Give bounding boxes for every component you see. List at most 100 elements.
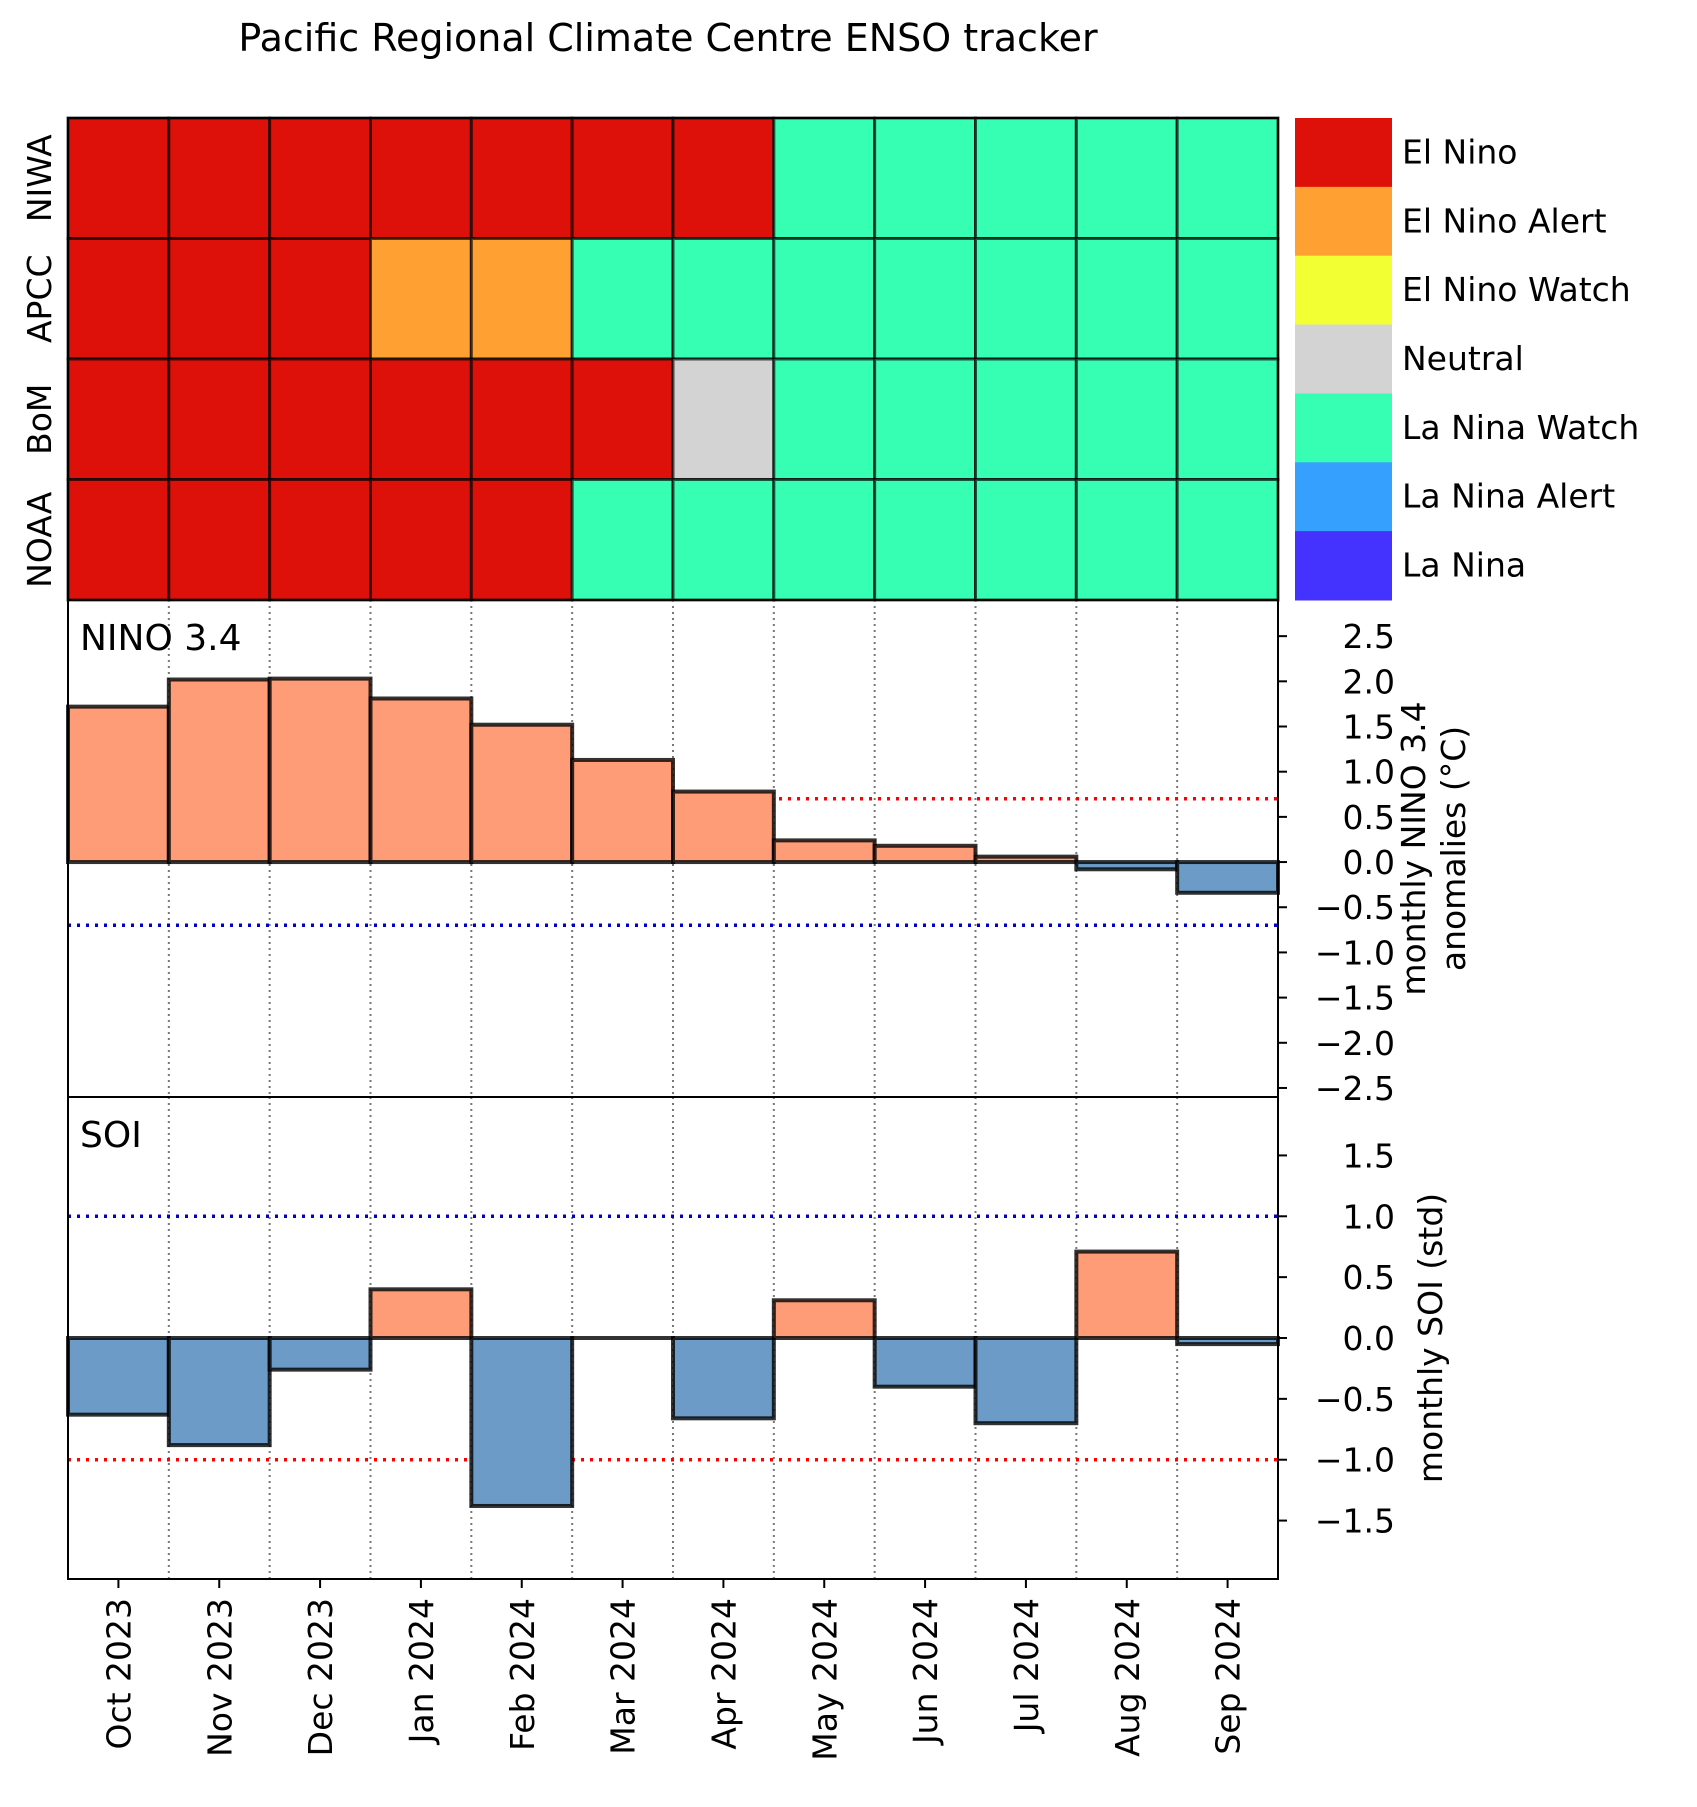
heatmap-cell-apcc-3 <box>268 237 372 361</box>
soi-bar-5 <box>469 1336 575 1508</box>
heatmap-cell-noaa-12 <box>1175 478 1280 602</box>
heatmap-cell-bom-4 <box>369 357 473 481</box>
heatmap-cell-noaa-11 <box>1074 478 1179 602</box>
heatmap-cell-noaa-3 <box>268 478 372 602</box>
nino34-bar-1 <box>66 704 171 865</box>
heatmap-cell-apcc-8 <box>772 237 877 361</box>
heatmap-cell-niwa-12 <box>1175 116 1280 240</box>
soi-bar-1 <box>66 1336 171 1417</box>
heatmap-cell-apcc-2 <box>167 237 272 361</box>
legend-swatch-el-nino <box>1295 118 1392 188</box>
heatmap-cell-niwa-6 <box>570 116 675 240</box>
soi-axis-title-line-1: monthly SOI (std) <box>1411 1193 1450 1483</box>
nino34-ytick-label-8: −1.5 <box>1315 979 1395 1018</box>
heatmap-cell-noaa-7 <box>671 478 776 602</box>
legend-label-la-nina: La Nina <box>1402 546 1526 585</box>
chart-title: Pacific Regional Climate Centre ENSO tra… <box>238 16 1098 60</box>
month-label-8: May 2024 <box>805 1598 844 1761</box>
soi-ytick-label-5: −1.0 <box>1315 1441 1395 1480</box>
nino34-ytick-label-6: −0.5 <box>1315 888 1395 927</box>
nino34-axis-title-line-1: monthly NINO 3.4 <box>1394 701 1433 995</box>
heatmap-cell-niwa-10 <box>974 116 1078 240</box>
heatmap-cell-apcc-9 <box>873 237 978 361</box>
nino34-axis-title-line-2: anomalies (°C) <box>1434 726 1473 971</box>
heatmap-cell-apcc-12 <box>1175 237 1280 361</box>
soi-ytick-label-1: 1.0 <box>1343 1197 1395 1236</box>
soi-panel-label: SOI <box>80 1115 142 1156</box>
nino34-bar-7 <box>671 789 776 865</box>
month-label-10: Jul 2024 <box>1007 1598 1046 1734</box>
nino34-bar-12 <box>1175 860 1280 895</box>
nino34-bar-3 <box>267 676 373 865</box>
month-label-3: Dec 2023 <box>301 1598 340 1756</box>
legend-label-el-nino: El Nino <box>1402 132 1517 171</box>
nino34-ytick-label-2: 1.5 <box>1343 708 1395 747</box>
month-label-12: Sep 2024 <box>1209 1598 1248 1755</box>
heatmap-cell-noaa-10 <box>974 478 1078 602</box>
heatmap-cell-apcc-6 <box>570 237 675 361</box>
heatmap-cell-bom-1 <box>66 357 171 481</box>
month-label-6: Mar 2024 <box>604 1598 643 1755</box>
nino34-bar-5 <box>469 722 575 865</box>
heatmap-legend: El Nino El Nino Alert El Nino Watch Neutral… <box>1295 118 1639 601</box>
soi-bar-9 <box>872 1336 978 1389</box>
nino34-bar-8 <box>771 838 877 865</box>
nino34-bar-6 <box>570 757 676 865</box>
legend-swatch-neutral <box>1295 324 1392 394</box>
nino34-bar-4 <box>368 696 474 865</box>
nino34-ytick-label-7: −1.0 <box>1315 933 1395 972</box>
soi-bar-12 <box>1175 1336 1280 1347</box>
soi-ytick-label-6: −1.5 <box>1315 1502 1395 1541</box>
month-label-9: Jun 2024 <box>906 1598 945 1746</box>
nino34-bar-9 <box>872 843 978 865</box>
nino34-ytick-label-4: 0.5 <box>1343 798 1395 837</box>
month-label-4: Jan 2024 <box>402 1598 441 1745</box>
nino34-bar-10 <box>973 854 1079 865</box>
heatmap-cell-apcc-10 <box>974 237 1078 361</box>
soi-bar-panel: SOI 1.5 1.0 0.5 0.0 −0.5 −1.0 −1.5 monthly SOI (… <box>66 1096 1450 1580</box>
heatmap-cell-noaa-5 <box>469 478 574 602</box>
soi-ytick-label-3: 0.0 <box>1343 1319 1395 1358</box>
nino34-ytick-label-5: 0.0 <box>1343 843 1395 882</box>
heatmap-cell-niwa-3 <box>268 116 372 240</box>
legend-label-la-nina-alert: La Nina Alert <box>1402 477 1615 516</box>
soi-ytick-label-2: 0.5 <box>1343 1258 1395 1297</box>
nino34-ytick-label-0: 2.5 <box>1343 617 1395 656</box>
nino34-ytick-label-3: 1.0 <box>1343 753 1395 792</box>
month-label-2: Nov 2023 <box>200 1598 239 1757</box>
nino34-ytick-label-1: 2.0 <box>1343 662 1395 701</box>
heatmap-cell-niwa-9 <box>873 116 978 240</box>
month-axis: Oct 2023 Nov 2023 Dec 2023 Jan 2024 Feb 2024… <box>99 1579 1248 1761</box>
heatmap-cell-bom-12 <box>1175 357 1280 481</box>
legend-label-el-nino-watch: El Nino Watch <box>1402 270 1631 309</box>
heatmap-cell-apcc-4 <box>369 237 473 361</box>
soi-bar-3 <box>267 1336 373 1372</box>
soi-bar-11 <box>1074 1249 1180 1340</box>
row-label-niwa: NIWA <box>20 134 59 222</box>
legend-label-la-nina-watch: La Nina Watch <box>1402 408 1639 447</box>
nino34-ytick-label-10: −2.5 <box>1315 1069 1395 1108</box>
legend-label-neutral: Neutral <box>1402 339 1524 378</box>
nino34-bar-panel: NINO 3.4 2.5 2.0 1.5 1.0 0.5 0.0 −0.5 −1.0 −1.5 −2… <box>66 599 1473 1108</box>
row-label-bom: BoM <box>20 384 59 455</box>
legend-swatch-el-nino-alert <box>1295 186 1392 257</box>
row-label-noaa: NOAA <box>20 491 59 588</box>
month-label-11: Aug 2024 <box>1108 1598 1147 1757</box>
soi-bar-7 <box>671 1336 776 1421</box>
heatmap-cell-niwa-4 <box>369 116 473 240</box>
legend-swatch-la-nina-watch <box>1295 393 1392 463</box>
soi-bar-10 <box>973 1336 1079 1426</box>
heatmap-cell-niwa-8 <box>772 116 877 240</box>
nino34-bar-11 <box>1074 860 1180 872</box>
heatmap-cell-apcc-1 <box>66 237 171 361</box>
soi-bar-4 <box>368 1287 474 1340</box>
heatmap-cell-noaa-9 <box>873 478 978 602</box>
soi-ytick-label-0: 1.5 <box>1343 1136 1395 1175</box>
heatmap-cell-bom-9 <box>873 357 978 481</box>
enso-status-heatmap: NIWA APCC BoM NOAA <box>20 116 1280 602</box>
legend-swatch-el-nino-watch <box>1295 255 1392 326</box>
legend-swatch-la-nina <box>1295 531 1392 601</box>
nino34-panel-label: NINO 3.4 <box>80 618 242 659</box>
heatmap-cell-noaa-2 <box>167 478 272 602</box>
month-label-5: Feb 2024 <box>503 1598 542 1751</box>
